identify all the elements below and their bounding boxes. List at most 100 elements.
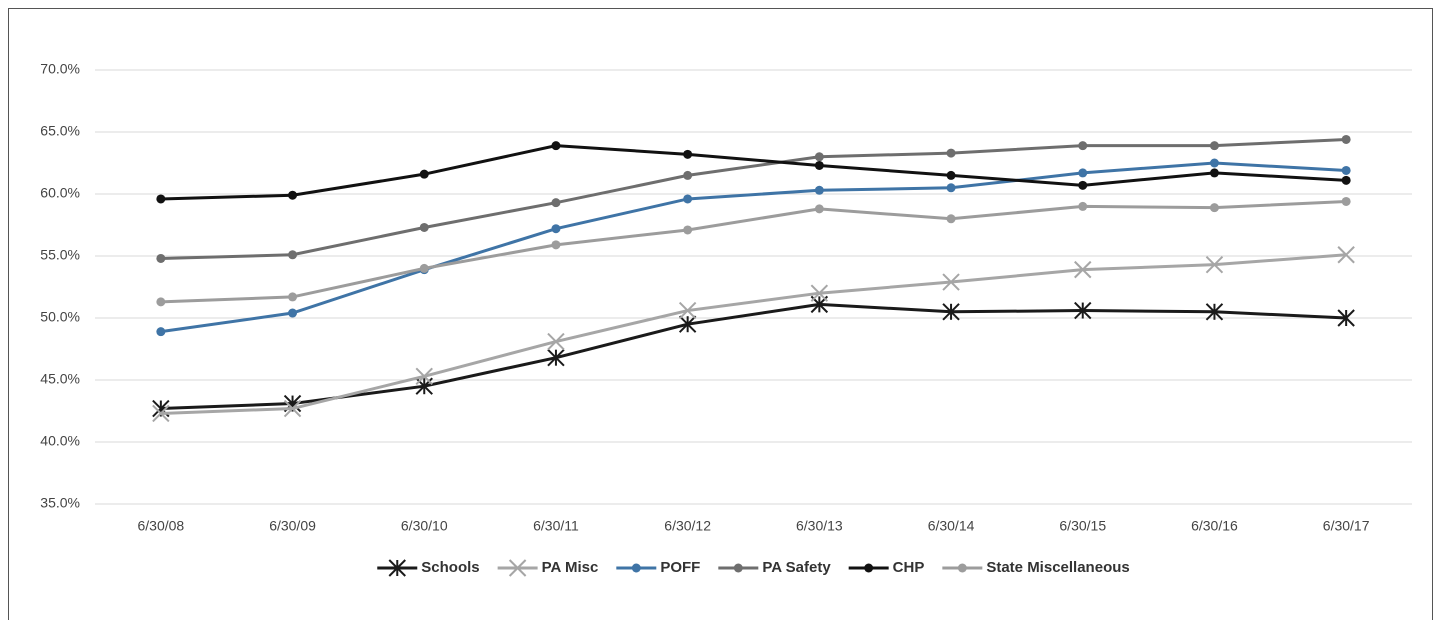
point bbox=[551, 240, 561, 250]
series-line bbox=[160, 144, 1347, 201]
point bbox=[683, 170, 693, 180]
point bbox=[957, 563, 967, 573]
legend-item: PA Safety bbox=[718, 559, 831, 576]
legend-label: CHP bbox=[893, 559, 925, 576]
legend-item: CHP bbox=[848, 559, 925, 576]
point bbox=[508, 559, 527, 577]
point bbox=[814, 152, 824, 162]
legend-label: POFF bbox=[660, 559, 700, 576]
legend-item: State Miscellaneous bbox=[942, 559, 1130, 576]
x-tick-label: 6/30/14 bbox=[928, 518, 975, 534]
point bbox=[547, 348, 565, 367]
series-line bbox=[160, 161, 1347, 334]
marker-stroke bbox=[1337, 246, 1355, 264]
legend-item: PA Misc bbox=[497, 559, 599, 577]
point bbox=[551, 224, 561, 234]
y-tick-label: 70.0% bbox=[40, 61, 80, 77]
marker-stroke bbox=[942, 273, 960, 291]
point bbox=[946, 170, 956, 180]
point bbox=[1209, 203, 1219, 213]
point bbox=[942, 303, 960, 321]
x-tick-label: 6/30/13 bbox=[796, 518, 843, 534]
point bbox=[1341, 196, 1351, 206]
point bbox=[683, 225, 693, 235]
legend-label: PA Misc bbox=[542, 559, 599, 576]
marker-stroke bbox=[508, 559, 527, 577]
point bbox=[551, 141, 561, 151]
point bbox=[683, 194, 693, 204]
marker-stroke bbox=[1205, 255, 1224, 274]
marker-stroke bbox=[283, 399, 302, 418]
point bbox=[683, 149, 693, 159]
point bbox=[810, 284, 829, 302]
point bbox=[547, 332, 565, 351]
point bbox=[551, 198, 561, 208]
x-tick-label: 6/30/17 bbox=[1323, 518, 1370, 534]
point bbox=[946, 183, 956, 193]
y-tick-label: 65.0% bbox=[40, 123, 80, 139]
point bbox=[946, 214, 956, 224]
point bbox=[288, 292, 298, 302]
x-tick-label: 6/30/09 bbox=[269, 518, 316, 534]
marker-stroke bbox=[415, 367, 433, 385]
point bbox=[864, 563, 874, 573]
y-tick-label: 35.0% bbox=[40, 495, 80, 511]
series-line bbox=[160, 253, 1347, 415]
point bbox=[1341, 175, 1351, 185]
point bbox=[678, 315, 697, 333]
point bbox=[419, 263, 429, 273]
point bbox=[156, 253, 166, 263]
x-tick-label: 6/30/10 bbox=[401, 518, 448, 534]
point bbox=[152, 404, 170, 423]
legend-item: Schools bbox=[377, 559, 480, 577]
point bbox=[415, 367, 433, 385]
point bbox=[283, 399, 302, 418]
legend-label: PA Safety bbox=[762, 559, 831, 576]
series-line bbox=[160, 137, 1347, 260]
marker-stroke bbox=[678, 301, 697, 320]
legend-item: POFF bbox=[616, 559, 700, 576]
y-tick-label: 55.0% bbox=[40, 247, 80, 263]
point bbox=[1205, 303, 1224, 321]
legend: Schools PA Misc POFF PA Safety CHP State Misc… bbox=[377, 559, 1130, 577]
legend-label: State Miscellaneous bbox=[986, 559, 1129, 576]
point bbox=[419, 222, 429, 232]
point bbox=[814, 160, 824, 170]
x-tick-label: 6/30/08 bbox=[137, 518, 184, 534]
point bbox=[733, 563, 743, 573]
point bbox=[814, 204, 824, 214]
point bbox=[1074, 260, 1092, 279]
point bbox=[946, 148, 956, 158]
point bbox=[1337, 309, 1355, 327]
point bbox=[1205, 255, 1224, 274]
x-tick-label: 6/30/11 bbox=[533, 518, 579, 534]
point bbox=[1341, 134, 1351, 144]
y-tick-label: 60.0% bbox=[40, 185, 80, 201]
point bbox=[156, 297, 166, 307]
legend-label: Schools bbox=[421, 559, 479, 576]
point bbox=[1209, 158, 1219, 168]
x-tick-label: 6/30/12 bbox=[664, 518, 711, 534]
point bbox=[1078, 141, 1088, 151]
series-line bbox=[160, 199, 1347, 304]
point bbox=[288, 190, 298, 200]
point bbox=[1209, 141, 1219, 151]
point bbox=[288, 308, 298, 318]
point bbox=[1341, 165, 1351, 175]
y-tick-label: 40.0% bbox=[40, 433, 80, 449]
point bbox=[419, 169, 429, 179]
frame bbox=[8, 8, 1433, 620]
point bbox=[156, 194, 166, 204]
point bbox=[814, 185, 824, 195]
y-tick-label: 50.0% bbox=[40, 309, 80, 325]
point bbox=[1078, 201, 1088, 211]
point bbox=[288, 250, 298, 260]
marker-stroke bbox=[547, 332, 565, 351]
x-tick-label: 6/30/15 bbox=[1059, 518, 1106, 534]
marker-stroke bbox=[1074, 260, 1092, 279]
point bbox=[942, 273, 960, 291]
point bbox=[1337, 246, 1355, 264]
point bbox=[156, 327, 166, 337]
x-tick-label: 6/30/16 bbox=[1191, 518, 1238, 534]
